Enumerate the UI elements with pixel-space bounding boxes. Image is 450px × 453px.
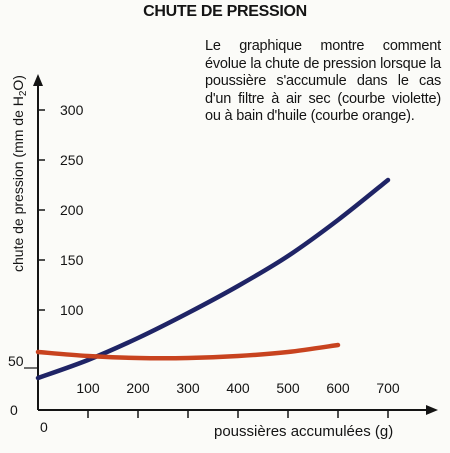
y-tick-label: 300 <box>60 102 84 118</box>
x-tick-label: 500 <box>276 380 300 396</box>
x-tick-label: 200 <box>126 380 150 396</box>
x-tick-label: 300 <box>176 380 200 396</box>
y-tick-label: 150 <box>60 252 84 268</box>
x-tick-label: 600 <box>326 380 350 396</box>
x-tick-label: 100 <box>76 380 100 396</box>
x-axis-arrow <box>426 405 438 415</box>
x-axis-label: poussières accumulées (g) <box>214 423 394 440</box>
x-tick-label: 400 <box>226 380 250 396</box>
y-axis-arrow <box>33 74 43 86</box>
origin-y-label: 0 <box>10 402 18 418</box>
chart-description: Le graphique montre comment évolue la ch… <box>205 38 441 124</box>
y-tick-label: 100 <box>60 302 84 318</box>
origin-x-label: 0 <box>40 419 48 435</box>
y-marker-label: 50 <box>8 353 24 369</box>
y-tick-label: 200 <box>60 202 84 218</box>
chart-title: CHUTE DE PRESSION <box>143 3 307 20</box>
y-tick-label: 250 <box>60 152 84 168</box>
x-tick-label: 700 <box>376 380 400 396</box>
series-line-oil-bath-filter <box>35 342 341 361</box>
series-line-dry-filter <box>35 177 391 381</box>
